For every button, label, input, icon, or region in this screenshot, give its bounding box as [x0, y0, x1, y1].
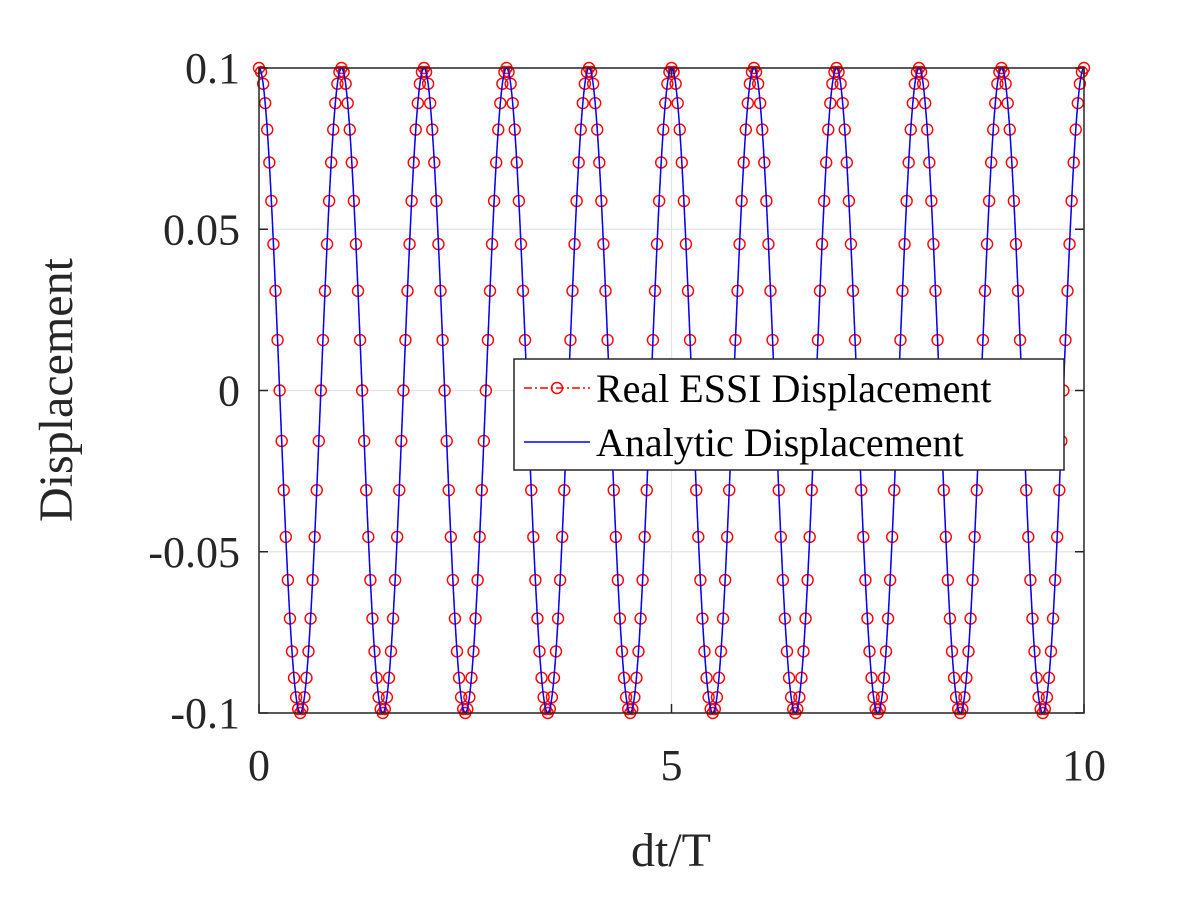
data-point-marker [419, 65, 433, 79]
data-point-marker [337, 65, 350, 79]
x-tick-label: 0 [248, 741, 270, 790]
data-point-marker [626, 702, 639, 716]
data-point-marker [667, 65, 680, 79]
legend-analytic-label: Analytic Displacement [596, 420, 964, 465]
data-point-marker [997, 65, 1010, 79]
data-point-marker [914, 65, 928, 79]
x-tick-label: 10 [1062, 741, 1106, 790]
data-point-marker [461, 702, 474, 716]
axis-ticks [258, 67, 1085, 714]
y-tick-label: -0.1 [170, 689, 240, 738]
y-axis-title: Displacement [30, 257, 83, 522]
legend-real-label: Real ESSI Displacement [596, 366, 991, 411]
data-point-marker [956, 702, 969, 716]
data-point-marker [1038, 702, 1052, 716]
legend: Real ESSI Displacement Analytic Displace… [513, 358, 1065, 471]
legend-box [513, 358, 1065, 471]
data-point-marker [378, 702, 392, 716]
legend-real-marker [550, 381, 564, 395]
data-point-marker [791, 702, 804, 716]
data-point-marker [543, 702, 557, 716]
x-axis-title: dt/T [631, 824, 711, 877]
data-point-marker [502, 65, 515, 79]
data-point-marker [296, 702, 309, 716]
y-tick-label: 0.1 [185, 44, 240, 93]
data-point-marker [832, 65, 845, 79]
data-point-marker [708, 702, 722, 716]
data-point-marker [749, 65, 763, 79]
y-tick-label: 0 [218, 367, 240, 416]
x-tick-label: 5 [661, 741, 683, 790]
data-point-marker [584, 65, 598, 79]
data-point-marker [873, 702, 887, 716]
y-tick-label: 0.05 [163, 205, 240, 254]
tick-labels: 0 5 10 -0.1 -0.05 0 0.05 0.1 [148, 44, 1106, 790]
y-tick-label: -0.05 [148, 528, 240, 577]
data-point-marker [254, 65, 268, 79]
